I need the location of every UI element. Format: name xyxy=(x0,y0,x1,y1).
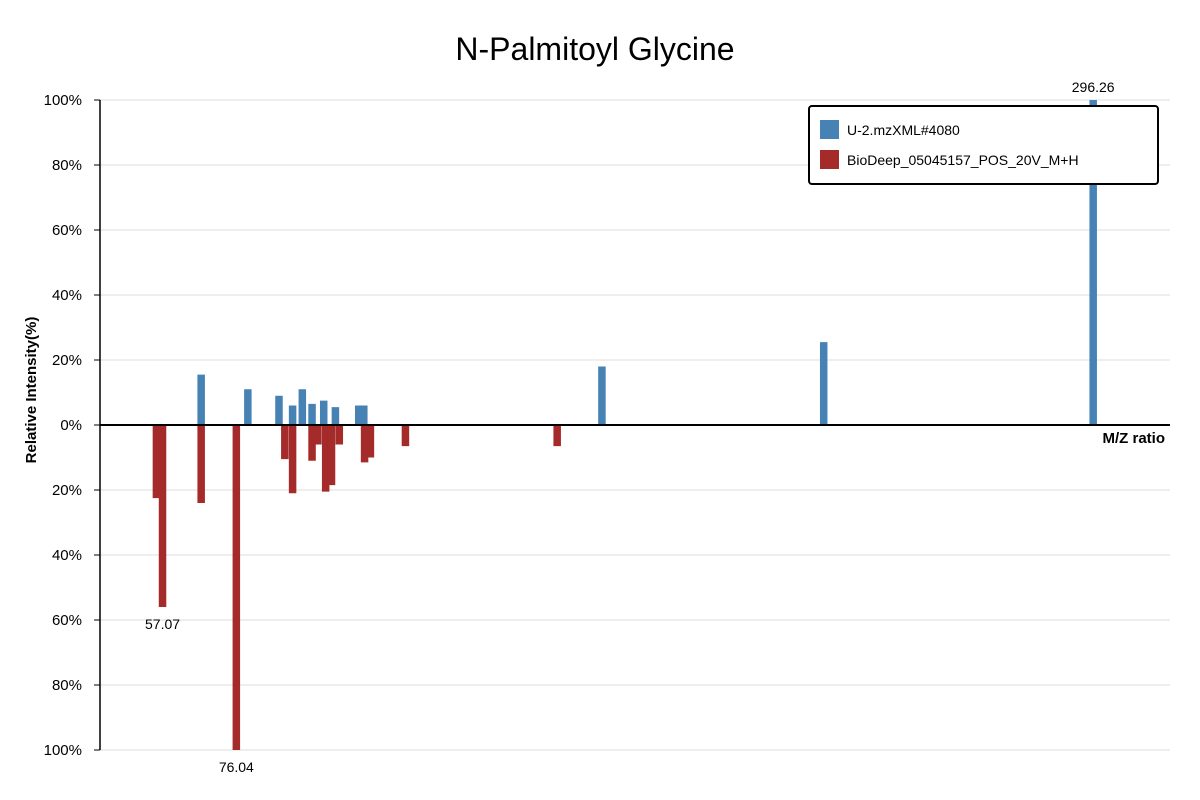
y-tick-label: 20% xyxy=(52,352,82,369)
reference-peak-bar xyxy=(152,425,161,499)
reference-peak-bar xyxy=(401,425,410,447)
peak-labels: 296.26 57.07 76.04 xyxy=(145,79,1115,775)
query-peak-bar xyxy=(308,403,316,425)
y-tick-label: 80% xyxy=(52,157,82,174)
reference-peak-bar xyxy=(288,425,297,494)
query-peak-bar xyxy=(331,407,340,425)
reference-peak-bar xyxy=(327,425,336,486)
reference-peak-bar xyxy=(321,425,330,492)
y-tick-label: 0% xyxy=(60,417,82,434)
peak-label: 296.26 xyxy=(1072,79,1115,95)
reference-peak-bar xyxy=(232,425,241,750)
chart-title: N-Palmitoyl Glycine xyxy=(455,31,734,67)
reference-peak-bar xyxy=(335,425,344,445)
y-tick-label: 20% xyxy=(52,482,82,499)
spectrum-bars xyxy=(152,100,1097,750)
query-peak-bar xyxy=(819,342,828,425)
peak-label: 76.04 xyxy=(219,759,254,775)
legend-swatch-query xyxy=(820,120,839,139)
legend-box xyxy=(808,105,1159,185)
reference-peak-bar xyxy=(553,425,561,447)
query-peak-bar xyxy=(1089,100,1097,425)
query-peak-bar xyxy=(244,389,252,425)
reference-peak-bar xyxy=(158,425,167,607)
y-tick-label: 80% xyxy=(52,677,82,694)
query-peak-bar xyxy=(288,405,297,425)
y-tick-label: 40% xyxy=(52,547,82,564)
query-peak-bar xyxy=(360,405,368,425)
legend-label-query: U-2.mzXML#4080 xyxy=(847,122,960,138)
reference-peak-bar xyxy=(314,425,322,445)
query-peak-bar xyxy=(298,389,307,425)
y-tick-label: 60% xyxy=(52,612,82,629)
y-tick-label: 100% xyxy=(44,92,82,109)
query-peak-bar xyxy=(319,400,328,425)
peak-label: 57.07 xyxy=(145,616,180,632)
legend-label-reference: BioDeep_05045157_POS_20V_M+H xyxy=(847,152,1079,168)
y-tick-labels: 100% 80% 60% 40% 20% 0% 20% 40% 60% 80% 100% xyxy=(44,92,100,759)
y-tick-label: 60% xyxy=(52,222,82,239)
reference-peak-bar xyxy=(366,425,375,458)
reference-peak-bar xyxy=(197,425,205,503)
query-peak-bar xyxy=(197,374,205,425)
y-tick-label: 40% xyxy=(52,287,82,304)
query-peak-bar xyxy=(354,405,363,425)
reference-peak-bar xyxy=(281,425,289,460)
reference-peak-bar xyxy=(360,425,369,463)
query-peak-bar xyxy=(598,366,606,425)
legend-swatch-reference xyxy=(820,150,839,169)
x-axis-label: M/Z ratio xyxy=(1103,430,1166,447)
reference-peak-bar xyxy=(308,425,316,461)
y-tick-label: 100% xyxy=(44,742,82,759)
legend: U-2.mzXML#4080 BioDeep_05045157_POS_20V_… xyxy=(808,105,1159,185)
query-peak-bar xyxy=(275,395,283,425)
y-axis-label: Relative Intensity(%) xyxy=(23,317,40,464)
